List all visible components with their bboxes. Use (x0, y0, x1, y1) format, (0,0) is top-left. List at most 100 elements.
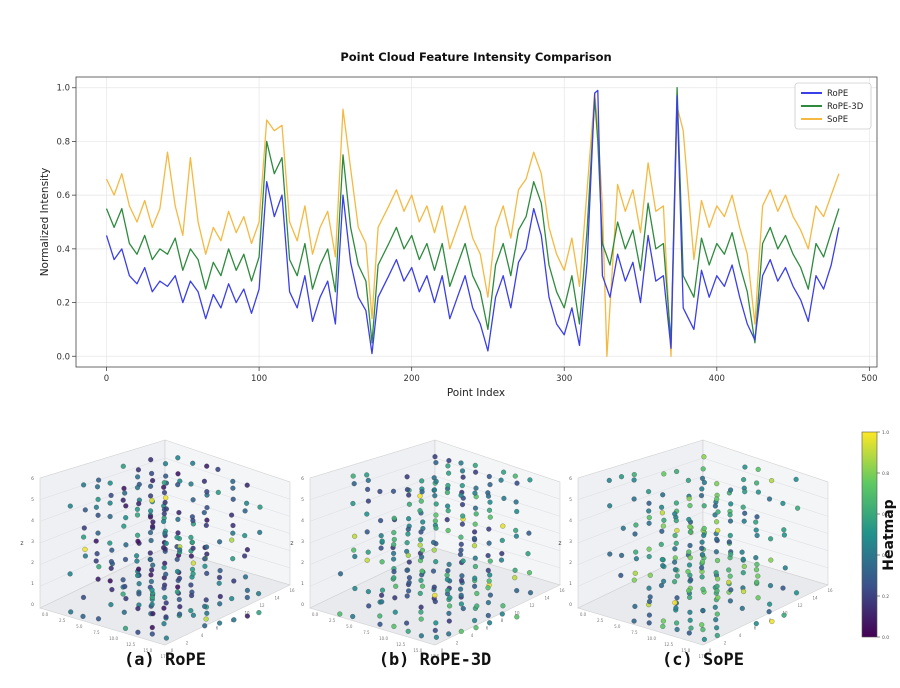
series-line-rope-3d (105, 87, 840, 344)
scatter-point (244, 547, 250, 553)
scatter-point (699, 565, 705, 571)
scatter-point (120, 591, 126, 597)
scatter-point (701, 503, 707, 509)
scatter-point (672, 567, 678, 573)
scatter-point (244, 500, 250, 506)
scatter-point (391, 515, 397, 521)
scatter-point (754, 514, 760, 520)
x-tick-label: 12.5 (126, 642, 135, 647)
scatter-point (741, 518, 747, 524)
pane-grid-line (434, 457, 561, 500)
scatter-point (67, 571, 73, 577)
scatter-point (163, 506, 169, 512)
scatter-point (148, 557, 154, 563)
scatter-point (620, 525, 626, 531)
pane-grid-line (309, 511, 436, 565)
scatter-point (458, 628, 464, 634)
scatter-point (418, 633, 424, 639)
scatter-point (432, 599, 438, 605)
caption-sope: (c) SoPE (662, 650, 744, 670)
scatter-point (108, 559, 114, 565)
y-tick-label: 0.2 (56, 299, 70, 309)
scatter-point (444, 576, 450, 583)
scatter-point (460, 606, 466, 612)
scatter-point (135, 572, 141, 579)
scatter-point (174, 589, 180, 595)
z-tick-label: 3 (301, 539, 304, 545)
scatter-point (646, 520, 652, 526)
scatter-point (486, 540, 492, 546)
scatter-point (487, 514, 493, 520)
scatter-point (527, 590, 534, 596)
y-tick-label: 8 (501, 618, 504, 623)
scatter-point (432, 518, 438, 524)
scatter-point (701, 479, 707, 486)
scatter-point (793, 476, 799, 482)
scatter-point (161, 480, 167, 486)
scatter-point (201, 510, 207, 516)
scatter-point (767, 601, 773, 607)
scatter-point (472, 563, 478, 570)
scatter-point (122, 556, 129, 563)
scatter-point (674, 573, 680, 579)
scatter-point (753, 555, 759, 561)
scatter-point (646, 489, 652, 495)
scatter-point (147, 530, 154, 536)
scatter-point (713, 617, 719, 623)
scatter-point (135, 474, 141, 480)
scatter-point (485, 567, 491, 573)
scatter-point (163, 635, 169, 641)
pane-grid-line (702, 511, 829, 551)
x-tick-label: 400 (709, 374, 725, 384)
scatter-point (419, 568, 425, 574)
scatter-point (727, 518, 734, 524)
scatter-point (134, 512, 141, 518)
scatter-point (755, 489, 761, 495)
y-tick-label: 12 (797, 603, 803, 608)
scatter-point (230, 478, 236, 484)
scatter-point (712, 503, 718, 509)
pane-grid-line (434, 529, 561, 569)
scatter-point (741, 588, 747, 595)
scatter-point (727, 598, 733, 604)
scatter-point (686, 630, 692, 636)
scatter-point (174, 568, 181, 575)
scatter-point (417, 542, 423, 548)
scatter-point (190, 560, 196, 566)
scatter-point (618, 474, 625, 480)
scatter-point (432, 592, 438, 598)
scatter-point (352, 585, 358, 592)
scatter-point (350, 500, 356, 507)
scatter-point (107, 480, 113, 486)
scatter-point (107, 513, 113, 520)
scatter-point (458, 492, 464, 498)
scatter-point (458, 534, 464, 540)
scatter-point (472, 505, 479, 511)
z-tick-label: 1 (569, 581, 572, 587)
y-tick-label: 6 (216, 626, 219, 631)
scatter-point (673, 540, 679, 546)
scatter-point (406, 501, 412, 507)
scatter-point (149, 624, 155, 631)
scatter-point (740, 556, 746, 562)
scatter-point (229, 512, 235, 518)
x-tick-label: 2.5 (59, 618, 66, 623)
scatter-point (188, 608, 194, 614)
y-tick-label: 2 (456, 641, 459, 646)
scatter-point (82, 546, 88, 552)
scatter-point (351, 481, 357, 487)
scatter-point (472, 521, 478, 527)
scatter-point (447, 595, 453, 601)
x-tick-label: 200 (404, 374, 420, 384)
scatter-point (633, 549, 639, 555)
scatter-point (444, 489, 450, 496)
scatter-point (149, 587, 155, 593)
colorbar: 0.0 0.2 0.4 0.6 0.8 1.0 Heatmap (861, 430, 897, 641)
scatter-point (714, 496, 720, 502)
scatter-point (216, 574, 223, 581)
scatter-point (460, 558, 466, 564)
scatter-point (659, 528, 665, 534)
scatter-point (161, 621, 167, 627)
y-tick-label: 0.8 (56, 137, 70, 147)
z-tick-label: 5 (31, 497, 34, 503)
